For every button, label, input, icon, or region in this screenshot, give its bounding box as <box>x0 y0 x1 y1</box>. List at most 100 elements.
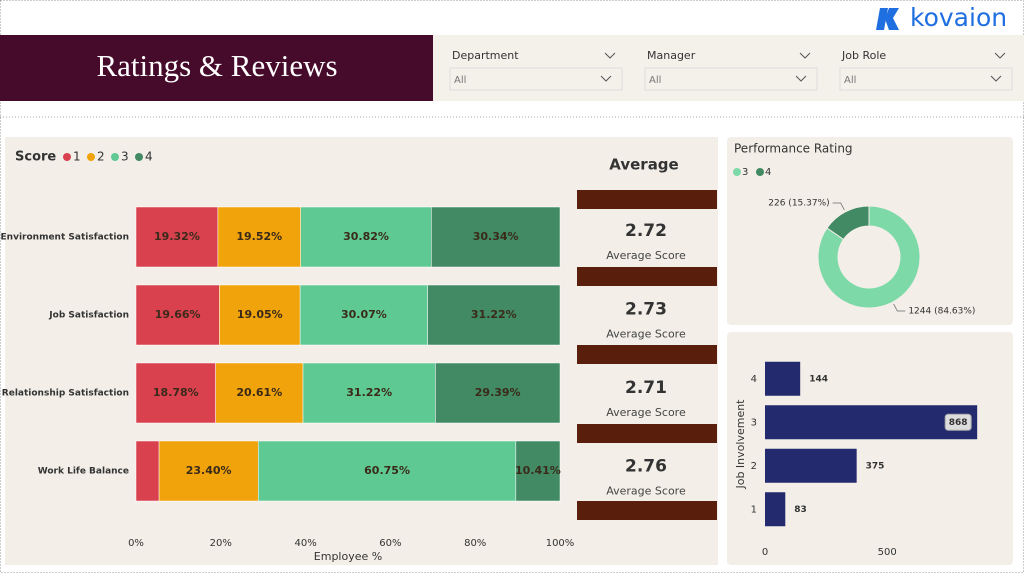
filter-value: All <box>649 75 661 86</box>
legend-label: 1 <box>73 150 81 164</box>
bar <box>765 448 857 483</box>
brand-logo: kovaion <box>876 3 1007 32</box>
data-label: 60.75% <box>364 464 410 477</box>
bar-segment <box>215 362 304 424</box>
legend-label: 3 <box>742 167 748 178</box>
legend-marker <box>733 168 741 176</box>
bar-segment <box>431 206 561 268</box>
rating-panel <box>727 137 1013 325</box>
x-tick-label: 20% <box>210 538 232 549</box>
x-tick-label: 0 <box>762 547 768 558</box>
data-label: 19.52% <box>236 230 282 243</box>
legend-marker <box>87 153 95 161</box>
filter-dropdown[interactable]: Manager All <box>644 49 818 91</box>
filter-box <box>839 67 1013 91</box>
logo-icon <box>876 8 888 30</box>
divider-bar <box>577 424 717 443</box>
bar <box>765 405 978 440</box>
y-tick-label: 4 <box>751 374 757 385</box>
legend-title: Score <box>15 150 56 165</box>
averages-title: Average <box>609 156 678 174</box>
bar <box>765 492 786 527</box>
data-label: 18.78% <box>153 386 199 399</box>
bar-segment <box>219 284 301 346</box>
bar-segment <box>135 362 216 424</box>
page-title: Ratings & Reviews <box>96 48 337 83</box>
average-value: 2.72 <box>625 221 667 241</box>
data-label: 83 <box>794 505 807 515</box>
data-label: 31.22% <box>471 308 517 321</box>
y-axis-title: Job Involvement <box>734 399 747 490</box>
bar-segment <box>217 206 301 268</box>
legend-label: 4 <box>145 150 153 164</box>
y-tick-label: Job Satisfaction <box>48 311 129 321</box>
filter-box <box>449 67 623 91</box>
score-chart: 0% 20% 40% 60% 80% 100% Employee % Environment … <box>1 150 575 564</box>
leader-line <box>832 202 845 211</box>
data-label: 868 <box>949 418 968 428</box>
y-tick-label: Relationship Satisfaction <box>2 389 129 399</box>
data-label: 31.22% <box>346 386 392 399</box>
filter-value: All <box>454 75 466 86</box>
filter-label: Job Role <box>841 49 886 62</box>
brand-name: kovaion <box>910 3 1007 32</box>
x-tick-label: 60% <box>379 538 401 549</box>
chevron <box>600 75 612 82</box>
legend-label: 2 <box>97 150 105 164</box>
average-value: 2.76 <box>625 457 667 477</box>
leader-line <box>893 303 906 312</box>
legend-marker <box>63 153 71 161</box>
divider-bar <box>577 190 717 209</box>
legend-marker <box>111 153 119 161</box>
x-tick-label: 0% <box>128 538 144 549</box>
filter-label: Department <box>452 49 519 62</box>
chevron <box>994 52 1006 59</box>
data-label: 19.05% <box>237 308 283 321</box>
chevron <box>990 75 1002 82</box>
average-label: Average Score <box>606 406 686 419</box>
filters: Department All Manager All Job Role All <box>449 49 1013 91</box>
legend-label: 4 <box>765 167 771 178</box>
average-value: 2.71 <box>625 378 667 398</box>
bar-segment <box>300 206 432 268</box>
average-value: 2.73 <box>625 300 667 320</box>
divider-bar <box>577 345 717 364</box>
data-label: 30.07% <box>341 308 387 321</box>
filter-dropdown[interactable]: Job Role All <box>839 49 1013 91</box>
data-label: 29.39% <box>475 386 521 399</box>
bar <box>765 361 801 396</box>
divider-bar <box>577 267 717 286</box>
x-axis-title: Employee % <box>314 550 382 563</box>
bar-segment <box>135 284 220 346</box>
chart-title: Performance Rating <box>734 142 853 156</box>
involvement-chart: 0 500 Job Involvement 4 3 2 1 144 868 375 83 <box>734 361 978 558</box>
legend-marker <box>756 168 764 176</box>
donut-slice <box>817 205 921 309</box>
donut-slice <box>826 205 870 241</box>
average-label: Average Score <box>606 249 686 262</box>
filter-dropdown[interactable]: Department All <box>449 49 623 91</box>
data-label: 10.41% <box>515 464 561 477</box>
data-label: 375 <box>866 461 885 471</box>
bar-segment <box>135 440 160 502</box>
data-label: 19.66% <box>155 308 201 321</box>
x-tick-label: 100% <box>546 538 575 549</box>
chevron <box>604 52 616 59</box>
legend-marker <box>135 153 143 161</box>
data-label: 144 <box>809 374 828 384</box>
data-label: 23.40% <box>186 464 232 477</box>
averages: 2.72 Average Score 2.73 Average Score 2.71 Av… <box>577 190 717 520</box>
data-label: 20.61% <box>236 386 282 399</box>
rating-chart: Performance Rating 3 4 1244 (84.63%) 226 (15… <box>733 142 975 317</box>
data-label: 226 (15.37%) <box>768 198 829 208</box>
y-tick-label: Environment Satisfaction <box>1 233 129 243</box>
x-tick-label: 500 <box>878 547 897 558</box>
bar-segment <box>515 440 561 502</box>
filter-box <box>644 67 818 91</box>
data-label-box <box>944 413 972 431</box>
filter-value: All <box>844 75 856 86</box>
x-tick-label: 40% <box>294 538 316 549</box>
bar-segment <box>258 440 517 502</box>
divider-bar <box>577 501 717 520</box>
